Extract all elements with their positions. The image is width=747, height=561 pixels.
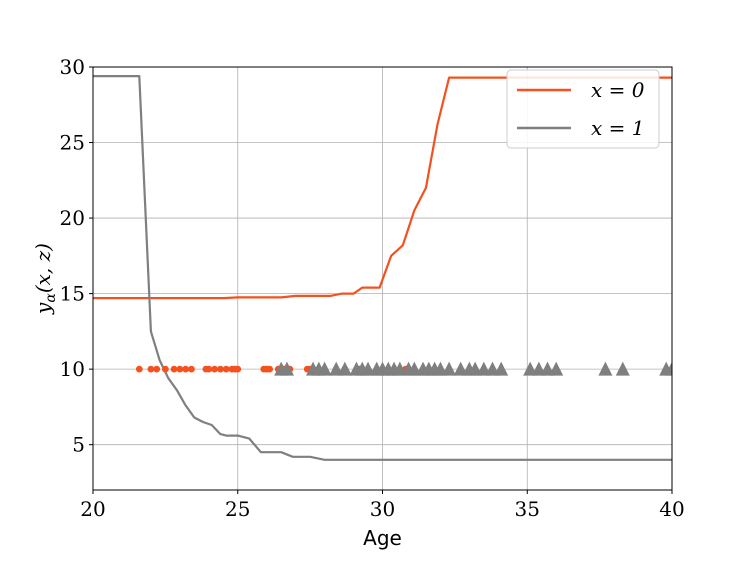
- scatter-point: [211, 365, 218, 373]
- scatter-point: [317, 361, 332, 376]
- y-axis-label: yα(x, z): [31, 243, 59, 315]
- scatter-point: [205, 365, 213, 373]
- scatter-point: [598, 361, 613, 376]
- x-tick-label: 35: [515, 497, 540, 521]
- scatter-point: [234, 365, 242, 373]
- y-tick-label: 25: [60, 131, 85, 155]
- scatter-point: [279, 361, 294, 376]
- series-line: [93, 76, 672, 300]
- x-tick-label: 25: [225, 497, 250, 521]
- legend: x = 0 x = 1: [506, 69, 660, 149]
- scatter-point: [188, 365, 195, 373]
- scatter-point: [216, 365, 224, 373]
- scatter-point: [549, 361, 564, 376]
- scatter-point: [494, 361, 509, 376]
- y-tick-label: 5: [72, 433, 85, 457]
- legend-label: x = 1: [591, 116, 644, 140]
- series-line: [93, 74, 672, 461]
- scatter-markers: [135, 361, 672, 376]
- scatter-point: [135, 365, 143, 373]
- y-tick-label: 10: [60, 357, 85, 381]
- scatter-point: [615, 361, 630, 376]
- y-tick-label: 20: [60, 206, 85, 230]
- ticks: 20 25 30 35 40 5 10 15 20 25 30: [60, 55, 685, 521]
- series-lines: [93, 74, 672, 461]
- y-tick-label: 30: [60, 55, 85, 79]
- scatter-point: [153, 365, 161, 373]
- y-tick-label: 15: [60, 282, 85, 306]
- legend-label: x = 0: [591, 78, 645, 102]
- scatter-point: [161, 365, 169, 373]
- scatter-point: [176, 365, 184, 373]
- scatter-point: [266, 365, 273, 373]
- scatter-point: [222, 365, 230, 373]
- scatter-point: [665, 361, 672, 376]
- y-axis-label-text: yα(x, z): [31, 243, 59, 315]
- scatter-point: [442, 361, 457, 376]
- scatter-point: [147, 365, 155, 373]
- x-tick-label: 30: [370, 497, 395, 521]
- scatter-point: [337, 361, 352, 376]
- x-axis-label: Age: [363, 526, 402, 550]
- scatter-point: [182, 365, 190, 373]
- x-tick-label: 20: [80, 497, 105, 521]
- x-tick-label: 40: [659, 497, 684, 521]
- scatter-point: [170, 365, 178, 373]
